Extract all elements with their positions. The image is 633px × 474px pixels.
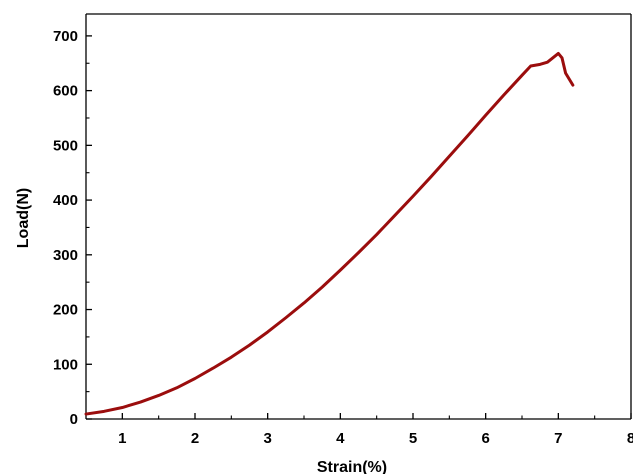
x-axis-title: Strain(%)	[317, 459, 387, 474]
series-layer	[84, 51, 575, 416]
y-axis: 0 100 200 300 400 500 600 700	[53, 28, 92, 428]
y-tick-label: 400	[53, 192, 78, 209]
y-tick-label: 500	[53, 137, 78, 154]
y-tick-label: 300	[53, 247, 78, 264]
y-axis-title: Load(N)	[15, 188, 32, 248]
x-tick-label: 6	[481, 430, 489, 447]
x-tick-label: 2	[191, 430, 199, 447]
x-tick-label: 7	[554, 430, 562, 447]
y-tick-label: 200	[53, 302, 78, 319]
series-line-0	[84, 51, 575, 416]
y-tick-label: 0	[70, 411, 78, 428]
x-tick-label: 3	[263, 430, 271, 447]
x-tick-label: 5	[409, 430, 417, 447]
y-tick-label: 100	[53, 356, 78, 373]
x-tick-label: 1	[118, 430, 126, 447]
y-tick-label: 600	[53, 83, 78, 100]
x-tick-label: 8	[627, 430, 633, 447]
x-axis: 1 2 3 4 5 6 7 8	[118, 413, 633, 447]
x-tick-label: 4	[336, 430, 345, 447]
y-tick-label: 700	[53, 28, 78, 45]
plot-area-frame	[85, 13, 632, 420]
